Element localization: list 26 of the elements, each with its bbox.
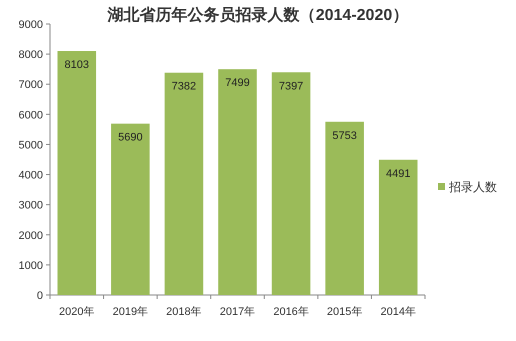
x-tick-label: 2014年 [380,306,416,318]
y-tick-label: 6000 [18,109,43,122]
x-tick-label: 2017年 [220,306,256,318]
y-tick-label: 8000 [18,49,43,62]
data-label: 7382 [172,80,196,93]
x-tick-label: 2016年 [273,306,309,318]
x-tick-label: 2018年 [166,306,202,318]
data-label: 5690 [118,132,143,144]
x-tick-label: 2019年 [112,306,148,318]
y-tick-label: 2000 [18,230,43,242]
data-label: 7499 [225,77,250,90]
y-tick-label: 7000 [18,79,43,92]
y-tick-label: 9000 [18,19,43,31]
y-tick-label: 3000 [18,200,43,212]
legend-label: 招录人数 [448,180,497,194]
x-tick-label: 2015年 [326,306,362,318]
y-tick-label: 1000 [18,260,43,272]
x-tick-label: 2020年 [59,306,95,318]
title: 湖北省历年公务员招录人数（2014-2020） [108,7,408,24]
y-tick-label: 4000 [18,170,43,182]
y-tick-label: 5000 [18,139,43,152]
y-tick-label: 0 [36,290,43,302]
data-label: 4491 [386,168,410,180]
data-label: 7397 [278,80,304,92]
data-label: 5753 [332,130,357,142]
data-label: 8103 [64,59,90,72]
